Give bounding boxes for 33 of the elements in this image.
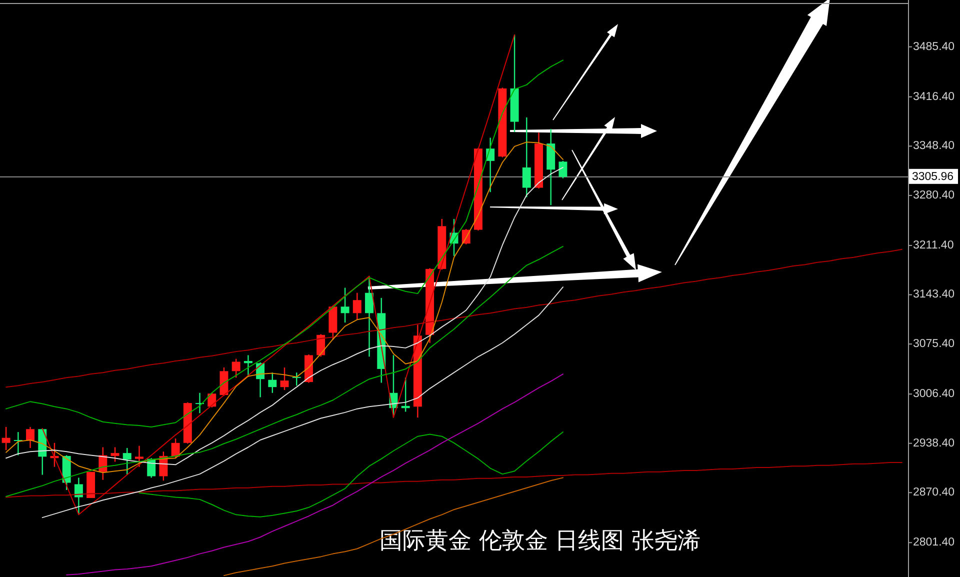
candlestick <box>244 354 252 378</box>
y-tick-label: 3143.40 <box>913 288 955 301</box>
y-tick-label: 3280.40 <box>913 189 955 202</box>
y-tick-label: 3485.40 <box>913 40 955 53</box>
candlestick <box>2 426 10 451</box>
y-tick-label: 3075.40 <box>913 338 955 350</box>
y-tick-label: 3348.40 <box>913 140 955 152</box>
y-tick-label: 3006.40 <box>913 388 955 400</box>
candlestick <box>26 426 35 449</box>
y-tick-label: 2870.40 <box>913 486 955 499</box>
candlestick <box>134 445 144 468</box>
candlestick <box>110 446 120 462</box>
y-tick-label: 2938.40 <box>913 437 955 450</box>
candlestick <box>171 438 180 459</box>
y-tick-label: 2801.40 <box>913 536 955 549</box>
candlestick <box>220 366 228 396</box>
y-tick-label: 3416.40 <box>913 90 955 103</box>
candlestick <box>268 372 277 394</box>
candlestick <box>401 377 410 412</box>
candlestick <box>486 137 495 193</box>
candlestick <box>74 477 83 516</box>
candlestick <box>292 372 301 386</box>
candlestick <box>340 287 350 324</box>
candlestick <box>232 358 240 378</box>
candlestick <box>558 160 568 179</box>
y-tick-label: 3211.40 <box>913 239 954 252</box>
ref-line-label: 3305.96 <box>912 170 954 183</box>
candlestick <box>352 292 362 320</box>
candlestick <box>365 276 374 358</box>
candlestick <box>122 447 132 476</box>
candlestick <box>280 366 289 391</box>
candlestick <box>522 116 531 198</box>
annotation: 国际黄金 伦敦金 日线图 张尧浠 <box>380 528 700 554</box>
